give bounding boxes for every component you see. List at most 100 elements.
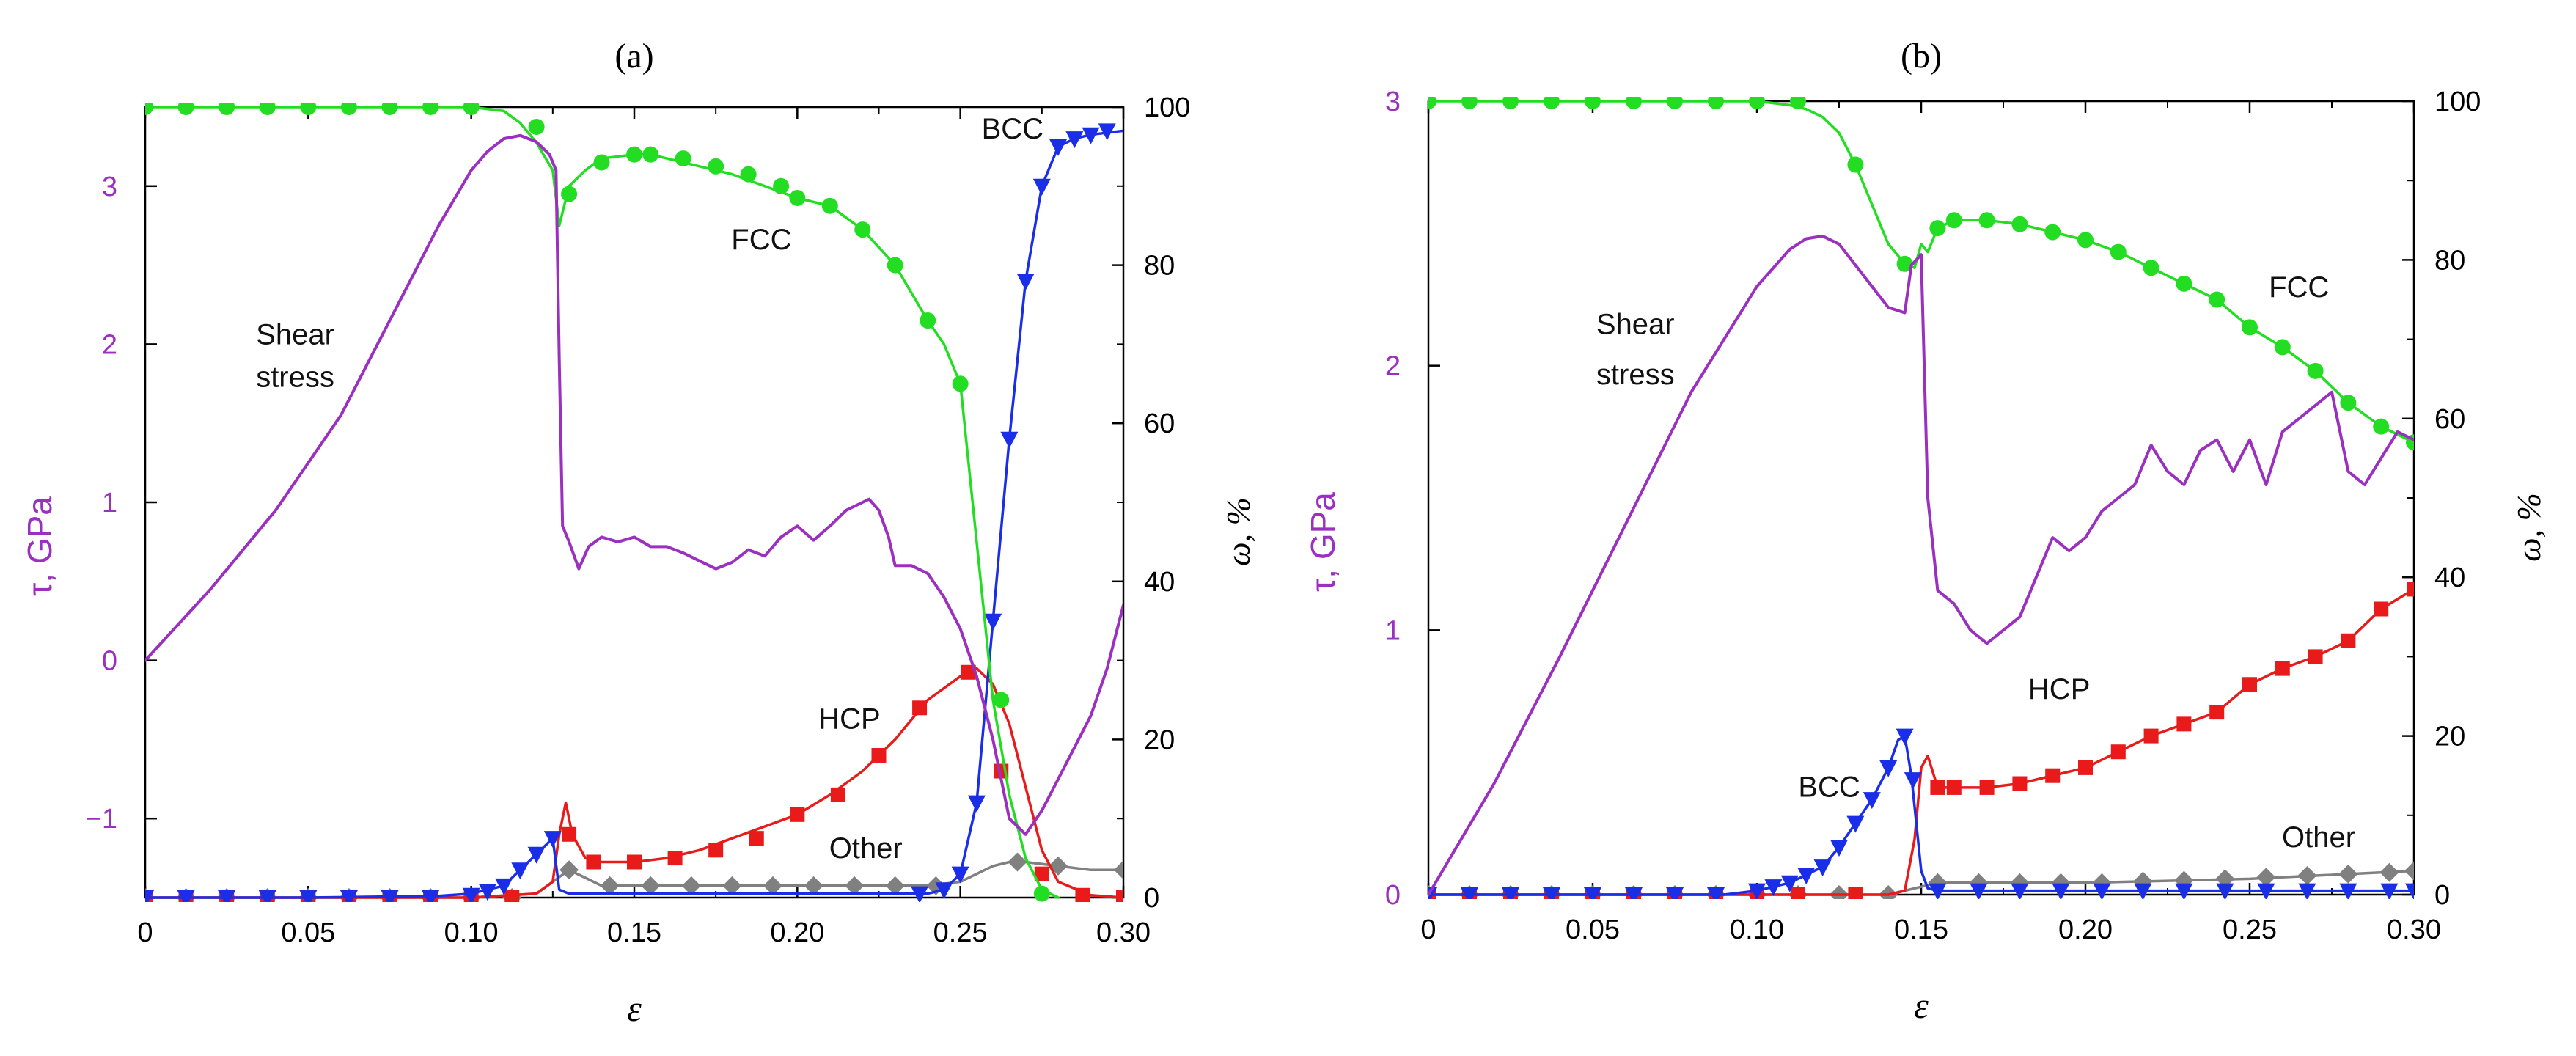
marker-fcc: [2209, 291, 2225, 308]
annotation-hcp: HCP: [2028, 673, 2090, 705]
marker-fcc: [2373, 418, 2390, 435]
marker-bcc: [1016, 274, 1035, 291]
marker-hcp: [749, 831, 764, 846]
y-left-tick-label: 0: [102, 646, 117, 677]
marker-hcp: [667, 851, 683, 866]
marker-bcc: [1863, 792, 1881, 810]
y-left-tick-label: 3: [102, 172, 117, 202]
marker-hcp: [871, 747, 887, 763]
marker-hcp: [1791, 887, 1805, 899]
marker-hcp: [2110, 744, 2126, 760]
series-fcc: [1428, 97, 2414, 451]
marker-hcp: [790, 807, 805, 822]
marker-other: [804, 876, 823, 895]
marker-fcc: [259, 103, 276, 115]
marker-fcc: [2340, 395, 2357, 411]
marker-fcc: [1749, 97, 1765, 109]
marker-other: [845, 876, 865, 895]
marker-hcp: [627, 854, 642, 870]
series-bcc: [1428, 728, 2414, 899]
series-line-hcp: [145, 667, 1123, 899]
marker-hcp: [1034, 866, 1049, 881]
marker-fcc: [561, 186, 578, 202]
y-right-tick-label: 40: [2434, 562, 2465, 593]
marker-fcc: [626, 146, 642, 163]
y-right-tick-label: 80: [1144, 251, 1175, 282]
marker-hcp: [2078, 760, 2093, 775]
y-left-tick-label: 1: [102, 488, 117, 518]
marker-fcc: [952, 375, 969, 392]
annotation-shear: stress: [1596, 359, 1675, 391]
marker-other: [681, 876, 701, 895]
marker-fcc: [300, 103, 317, 115]
marker-fcc: [1847, 156, 1864, 173]
marker-bcc: [478, 884, 496, 901]
marker-other: [722, 876, 742, 895]
y-right-axis-label: ω, %: [1219, 497, 1257, 566]
y-left-tick-label: 2: [102, 329, 117, 360]
y-left-tick-label: −1: [86, 804, 117, 835]
marker-fcc: [2110, 243, 2127, 260]
x-tick-label: 0.10: [1730, 914, 1784, 945]
marker-bcc: [2093, 883, 2111, 899]
marker-hcp: [1116, 890, 1123, 902]
y-left-tick-label: 0: [1385, 880, 1401, 911]
y-right-tick-label: 60: [1144, 408, 1175, 439]
annotation-shear: Shear: [1596, 308, 1675, 340]
marker-hcp: [2209, 705, 2225, 720]
marker-bcc: [1543, 887, 1560, 899]
marker-hcp: [504, 890, 520, 902]
annotation-shear: Shear: [256, 318, 334, 351]
x-tick-label: 0.20: [2058, 914, 2113, 945]
marker-fcc: [789, 189, 806, 206]
series-line-shear: [145, 133, 1123, 836]
y-right-tick-label: 60: [2434, 404, 2465, 435]
marker-other: [641, 876, 661, 895]
marker-hcp: [708, 843, 724, 858]
annotation-fcc: FCC: [731, 224, 791, 256]
marker-fcc: [1790, 97, 1806, 109]
y-right-tick-label: 100: [1144, 92, 1190, 123]
marker-fcc: [708, 158, 724, 175]
marker-bcc: [2405, 883, 2414, 899]
marker-hcp: [2143, 728, 2159, 744]
marker-bcc: [1707, 887, 1725, 899]
marker-bcc: [381, 890, 399, 902]
marker-bcc: [2052, 883, 2070, 899]
marker-hcp: [2275, 661, 2290, 676]
series-shear: [1428, 234, 2414, 896]
series-fcc: [145, 103, 1060, 902]
marker-bcc: [1929, 883, 1947, 899]
marker-hcp: [2176, 716, 2192, 732]
marker-fcc: [340, 103, 357, 115]
marker-bcc: [2175, 883, 2193, 899]
series-bcc: [145, 123, 1123, 902]
marker-fcc: [1502, 97, 1519, 109]
marker-hcp: [1848, 887, 1863, 899]
marker-fcc: [1585, 97, 1601, 109]
marker-fcc: [1626, 97, 1642, 109]
marker-other: [1114, 860, 1123, 880]
marker-bcc: [145, 890, 154, 902]
marker-fcc: [2242, 319, 2258, 336]
marker-fcc: [593, 154, 610, 171]
x-tick-label: 0.15: [1894, 914, 1948, 945]
marker-bcc: [1797, 867, 1816, 884]
x-tick-label: 0.25: [933, 917, 988, 948]
marker-fcc: [219, 103, 235, 115]
marker-bcc: [935, 882, 953, 900]
y-left-tick-label: 2: [1385, 351, 1401, 382]
marker-bcc: [1846, 815, 1865, 833]
marker-other: [2338, 864, 2358, 884]
marker-fcc: [381, 103, 398, 115]
marker-bcc: [1032, 178, 1051, 196]
marker-other: [2297, 866, 2317, 886]
marker-bcc: [1082, 127, 1100, 144]
marker-bcc: [1780, 875, 1799, 892]
annotation-bcc: BCC: [1798, 771, 1860, 804]
marker-bcc: [177, 890, 195, 902]
marker-fcc: [1428, 97, 1436, 109]
chart-a: (a) 0 0.05 0.10 0.15 0.20 0.25 0.30 −1 0 1 2 3 0 20 40 6…: [21, 37, 1257, 1029]
marker-bcc: [1764, 879, 1783, 897]
